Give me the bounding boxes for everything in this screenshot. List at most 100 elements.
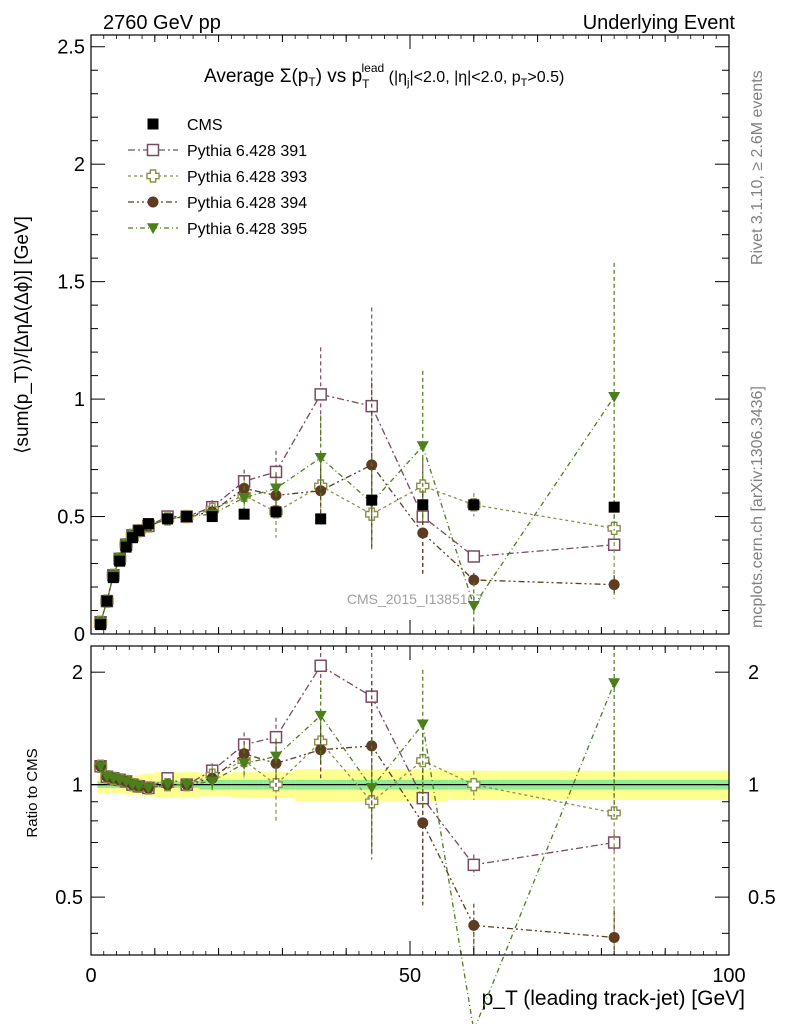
legend-marker <box>146 143 160 157</box>
legend-label: Pythia 6.428 393 <box>187 169 307 186</box>
main-series-line <box>99 485 615 623</box>
main-series-cms <box>95 494 620 631</box>
legend-entry-cms: CMS <box>147 117 223 134</box>
cms-data-point <box>133 525 145 537</box>
cms-data-point <box>162 513 174 525</box>
main-plot-title: Average Σ(pT) vs pTlead (|ηj|<2.0, |η|<2… <box>204 61 564 91</box>
x-tick-label: 50 <box>399 965 421 987</box>
ratio-series-pythia-6-428-395 <box>94 646 621 1024</box>
cms-data-point <box>608 501 620 513</box>
legend-marker <box>146 169 160 183</box>
cms-data-point <box>366 494 378 506</box>
main-point <box>467 550 481 563</box>
cms-data-point <box>114 555 126 567</box>
main-point <box>467 601 480 612</box>
ratio-point <box>161 779 174 791</box>
ratio-point <box>365 783 378 794</box>
ratio-point <box>270 757 282 769</box>
mcplots-label: mcplots.cern.ch [arXiv:1306.3436] <box>749 386 766 628</box>
main-y-tick-label: 1.5 <box>57 272 85 294</box>
legend-entry-pythia-6-428-391: Pythia 6.428 391 <box>128 143 307 160</box>
collision-energy-label: 2760 GeV pp <box>103 12 221 34</box>
ratio-y-tick-label-right: 0.5 <box>748 887 776 909</box>
ratio-series-pythia-6-428-394 <box>95 681 620 955</box>
main-series-pythia-6-428-391 <box>94 307 621 629</box>
legend-entry-pythia-6-428-395: Pythia 6.428 395 <box>128 221 307 238</box>
ratio-series-line <box>100 682 615 1024</box>
cms-data-point <box>126 532 138 544</box>
main-series-line <box>99 393 615 623</box>
ratio-y-tick-label-left: 1 <box>72 775 83 797</box>
cms-data-point <box>417 499 429 511</box>
main-series-pythia-6-428-395 <box>94 262 621 630</box>
cms-data-point <box>206 511 218 523</box>
ratio-point <box>314 710 327 722</box>
ratio-point <box>467 777 481 792</box>
cms-data-point <box>181 511 193 523</box>
x-axis-title: p_T (leading track-jet) [GeV] <box>482 987 745 1010</box>
ratio-point <box>314 659 327 673</box>
cms-data-point <box>142 518 154 530</box>
main-point <box>314 388 327 401</box>
ratio-point <box>132 781 145 793</box>
main-y-tick-label: 1 <box>74 389 85 411</box>
main-y-tick-label: 2 <box>74 154 85 176</box>
legend-entry-pythia-6-428-393: Pythia 6.428 393 <box>128 169 307 186</box>
ratio-series-pythia-6-428-393 <box>93 718 621 955</box>
analysis-category-label: Underlying Event <box>583 12 736 34</box>
ratio-point <box>315 744 327 756</box>
ratio-y-tick-label-right: 1 <box>748 775 759 797</box>
legend-marker <box>147 118 159 130</box>
main-series-line <box>99 396 615 623</box>
cms-data-point <box>315 513 327 525</box>
main-point <box>416 441 429 453</box>
x-tick-label: 0 <box>85 965 96 987</box>
cms-data-point <box>270 506 282 518</box>
ratio-point <box>142 783 155 794</box>
ratio-point <box>608 931 620 943</box>
x-tick-label: 100 <box>712 965 745 987</box>
main-y-tick-label: 2.5 <box>57 37 85 59</box>
ratio-point <box>206 776 219 788</box>
data-series-layer <box>93 262 621 1024</box>
main-point <box>417 527 429 539</box>
main-point <box>607 521 621 535</box>
ratio-point <box>238 758 251 770</box>
ratio-point <box>608 678 621 690</box>
legend-marker <box>147 223 159 234</box>
main-point <box>608 391 621 403</box>
ratio-point <box>416 753 430 768</box>
legend-label: Pythia 6.428 395 <box>187 221 307 238</box>
ratio-point <box>94 761 107 773</box>
ratio-y-tick-label-left: 2 <box>72 662 83 684</box>
ratio-point <box>417 817 429 829</box>
rivet-version-label: Rivet 3.1.10, ≥ 2.6M events <box>749 70 766 265</box>
main-point <box>270 483 283 495</box>
ratio-y-tick-label-left: 0.5 <box>55 887 83 909</box>
cms-data-point <box>468 499 480 511</box>
analysis-id-watermark: CMS_2015_I1385107 <box>347 591 483 607</box>
main-point <box>314 453 327 464</box>
main-point <box>608 579 620 591</box>
ratio-y-axis-title: Ratio to CMS <box>24 748 41 837</box>
ratio-point <box>468 919 480 931</box>
cms-data-point <box>120 541 132 553</box>
cms-data-point <box>238 508 250 520</box>
legend: CMS Pythia 6.428 391 Pythia 6.428 393 Pythi… <box>128 117 307 238</box>
cms-data-point <box>107 572 119 584</box>
cms-data-point <box>95 619 107 631</box>
legend-label: CMS <box>187 117 223 134</box>
ratio-point <box>416 719 429 731</box>
ratio-point <box>120 776 133 788</box>
legend-entry-pythia-6-428-394: Pythia 6.428 394 <box>128 195 307 212</box>
legend-label: Pythia 6.428 394 <box>187 195 307 212</box>
ratio-point <box>270 751 283 763</box>
ratio-point <box>607 806 621 820</box>
main-y-tick-label: 0 <box>74 624 85 646</box>
main-series-line <box>99 464 615 623</box>
ratio-point <box>180 779 193 791</box>
main-point <box>315 485 327 497</box>
axes-layer: 0 50 100 0 0.5 1 1.5 2 2.5 0.5 0.5 1 1 2 2 <box>55 34 776 987</box>
legend-label: Pythia 6.428 391 <box>187 143 307 160</box>
